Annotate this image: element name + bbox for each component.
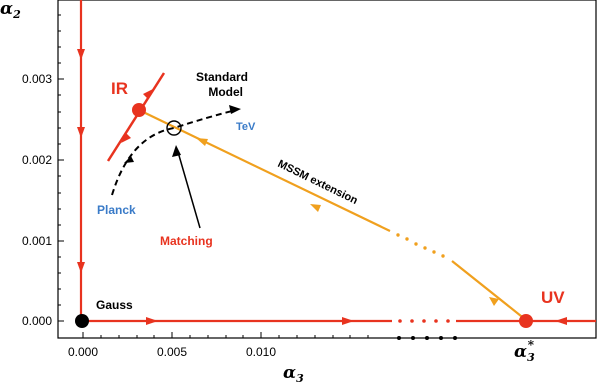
arrow-left-marker — [555, 317, 567, 325]
x-axis-ticks — [82, 332, 369, 338]
y-tick-label: 0.000 — [22, 314, 52, 328]
arrow-down-marker — [77, 127, 85, 138]
y-tick-label: 0.003 — [22, 72, 52, 86]
y-tick-label: 0.002 — [22, 153, 52, 167]
arrow-right-marker — [342, 317, 354, 325]
matching-pointer — [177, 151, 201, 229]
x-tick-label: 0.005 — [157, 345, 187, 359]
mssm-trajectory — [138, 109, 391, 232]
ir-label: IR — [111, 79, 128, 98]
standard-model-label-line2: Model — [208, 85, 243, 99]
x-tick-label: 0.000 — [68, 345, 98, 359]
mssm-dotted-gap — [396, 233, 445, 258]
matching-circle — [166, 120, 182, 136]
uv-label: UV — [541, 288, 565, 307]
y-axis-ticks — [58, 14, 64, 322]
mssm-trajectory-uv-segment — [451, 260, 527, 321]
tev-label: TeV — [236, 121, 256, 133]
standard-model-label-line1: Standard — [196, 70, 248, 84]
arrow-ir-marker — [196, 138, 208, 146]
y-tick-label: 0.001 — [22, 234, 52, 248]
x-axis-title: α3 — [283, 363, 304, 385]
gauss-label: Gauss — [96, 298, 133, 312]
arrow-sm-marker — [229, 105, 241, 114]
y-axis-title: α2 — [0, 0, 21, 21]
arrow-ir-marker — [489, 297, 499, 306]
arrow-down-marker — [77, 49, 85, 60]
planck-label: Planck — [97, 203, 136, 217]
arrow-sm-marker — [124, 156, 134, 163]
arrow-right-marker — [146, 317, 158, 325]
x-star-tick-label: α3* — [514, 338, 535, 364]
arrow-down-marker — [77, 262, 85, 273]
x-tick-label: 0.010 — [246, 345, 276, 359]
ir-separatrix — [106, 72, 166, 162]
matching-arrowhead — [172, 145, 181, 157]
arrow-ir-inflow-marker — [143, 89, 153, 99]
uv-fixed-point — [519, 314, 533, 328]
standard-model-path — [111, 109, 237, 196]
gauss-fixed-point — [75, 314, 89, 328]
plot-frame — [57, 0, 597, 339]
horizontal-dotted-gap — [398, 319, 450, 323]
arrow-ir-marker — [310, 204, 321, 212]
ir-fixed-point — [132, 103, 146, 117]
arrow-ir-inflow-marker — [121, 133, 131, 143]
x-axis-dotted-gap — [397, 336, 457, 340]
matching-label: Matching — [160, 234, 213, 248]
